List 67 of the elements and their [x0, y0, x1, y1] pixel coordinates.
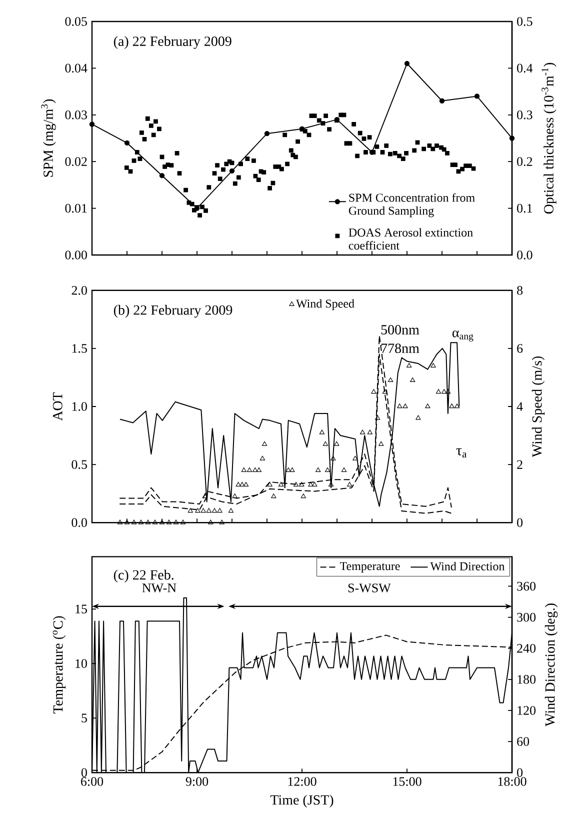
y-tick-label: 2.0: [72, 286, 87, 295]
y-tick-label: 5: [82, 714, 87, 722]
y2-tick-label: 0.4: [517, 64, 533, 73]
point: [124, 140, 130, 146]
legend-label: Wind Direction: [430, 562, 505, 570]
y-tick-label: 0: [81, 768, 87, 777]
legend-label: DOAS Aerosol extinction coefficient: [348, 228, 473, 250]
x-tick-label: 15:00: [393, 777, 422, 786]
point: [89, 122, 95, 127]
text: (b) 22 February 2009: [114, 304, 232, 318]
y2-tick-label: 300: [517, 612, 536, 622]
series-label: 500nm: [381, 325, 420, 334]
y-axis-title: SPM (mg/m$^{3}$): [41, 99, 56, 177]
y2-tick-label: 2: [517, 460, 522, 469]
y-tick-label: 0.03: [65, 110, 87, 120]
y2-tick-label: 6: [517, 344, 523, 353]
y2-tick-label: 120: [518, 706, 536, 715]
point: [264, 130, 270, 136]
x-tick-label: 18:00: [498, 777, 526, 786]
y2-tick-label: 240: [517, 644, 536, 653]
y2-tick-label: 0.2: [517, 157, 532, 166]
y2-tick-label: 180: [518, 675, 536, 684]
point: [159, 173, 165, 178]
x-axis-title: Time (JST): [270, 794, 334, 808]
text: (c) 22 Feb.: [114, 570, 174, 582]
y-tick-label: 0.04: [65, 64, 88, 73]
y2-tick-label: 0: [517, 768, 523, 777]
text: (a) 22 February 2009: [114, 36, 232, 49]
y2-tick-label: 0.0: [517, 250, 532, 260]
annotation: S-WSW: [348, 584, 391, 592]
y2-tick-label: 0.1: [517, 204, 532, 213]
y2-axis-title: Optical thickness (10$^{-3}$m$^{-1}$): [542, 62, 556, 214]
point: [404, 60, 410, 66]
y-tick-label: 15: [76, 604, 87, 614]
y-axis-title: AOT: [52, 392, 62, 421]
x-tick-label: 6:00: [81, 777, 104, 786]
x-tick-label: 12:00: [288, 777, 316, 786]
series-label: 778nm: [381, 344, 420, 354]
y2-tick-label: 0.3: [517, 110, 532, 120]
point: [229, 168, 235, 174]
x-tick-label: 9:00: [186, 777, 208, 786]
y-tick-label: 0.00: [65, 250, 87, 260]
y-tick-label: 0.05: [65, 17, 87, 26]
y2-tick-label: 0.5: [517, 17, 532, 26]
y-axis-title: Temperature ($^{o}$C): [52, 616, 66, 714]
annotation: NW-N: [142, 584, 176, 592]
y-tick-label: 0.02: [65, 157, 87, 166]
y2-tick-label: 60: [517, 737, 530, 746]
series-label: α$_{ang}$: [452, 330, 474, 342]
y2-axis-title: Wind Direction (deg.): [544, 604, 558, 726]
y-tick-label: 0.01: [65, 204, 87, 213]
y-tick-label: 0.5: [72, 460, 87, 469]
y-tick-label: 0.0: [72, 518, 87, 528]
point: [474, 94, 480, 99]
legend-label: SPM Cconcentration from Ground Sampling: [348, 193, 475, 218]
y2-tick-label: 360: [517, 582, 536, 591]
point: [439, 98, 445, 104]
annotation: τ$_{a}$: [456, 448, 467, 458]
y2-tick-label: 8: [517, 286, 523, 295]
legend-label: Temperature: [340, 562, 400, 573]
y2-tick-label: 0: [517, 518, 523, 527]
y-tick-label: 1.0: [72, 402, 87, 411]
y2-axis-title: Wind Speed (m/s): [532, 356, 545, 458]
y2-tick-label: 4: [516, 402, 523, 411]
legend-label: Wind Speed: [296, 299, 354, 310]
y-tick-label: 10: [76, 659, 87, 668]
y-tick-label: 1.5: [72, 344, 87, 353]
